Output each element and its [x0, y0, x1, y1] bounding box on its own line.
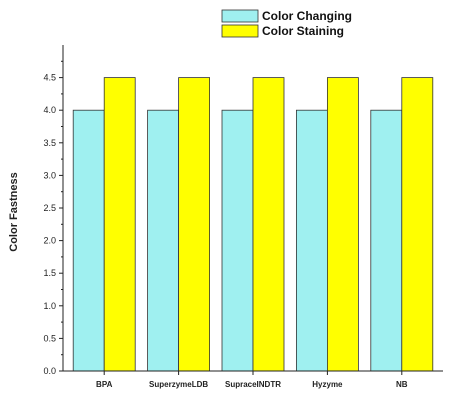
x-tick-label: BPA	[96, 380, 113, 389]
legend-swatch	[221, 24, 259, 38]
y-tick-label: 1.0	[43, 301, 56, 311]
bar	[221, 109, 254, 372]
bar	[178, 77, 211, 372]
x-tick-label: SupraceINDTR	[225, 380, 281, 389]
bar	[252, 77, 285, 372]
bar	[72, 109, 105, 372]
y-tick-label: 4.0	[43, 105, 56, 115]
y-axis: 0.0 0.5 1.0 1.5 2.0 2.5 3.0 3.5 4.0 4.5	[43, 45, 64, 376]
y-tick-label: 3.0	[43, 170, 56, 180]
y-tick-label: 3.5	[43, 138, 56, 148]
bars	[72, 77, 434, 372]
bar	[295, 109, 328, 372]
bar	[401, 77, 434, 372]
y-tick-label: 2.5	[43, 203, 56, 213]
x-axis: BPA SuperzymeLDB SupraceINDTR Hyzyme NB	[63, 370, 443, 389]
y-tick-label: 4.5	[43, 73, 56, 83]
legend-label: Color Changing	[262, 9, 352, 23]
x-tick-label: Hyzyme	[312, 380, 343, 389]
bar	[147, 109, 180, 372]
legend-swatch	[221, 9, 259, 23]
y-axis-title: Color Fastness	[8, 172, 20, 251]
y-tick-label: 0.0	[43, 366, 56, 376]
y-tick-label: 0.5	[43, 333, 56, 343]
legend-label: Color Staining	[262, 24, 344, 38]
y-tick-label: 1.5	[43, 268, 56, 278]
x-tick-label: SuperzymeLDB	[149, 380, 208, 389]
bar	[326, 77, 359, 372]
bar	[370, 109, 403, 372]
x-tick-label: NB	[396, 380, 408, 389]
y-tick-label: 2.0	[43, 236, 56, 246]
bar	[103, 77, 136, 372]
